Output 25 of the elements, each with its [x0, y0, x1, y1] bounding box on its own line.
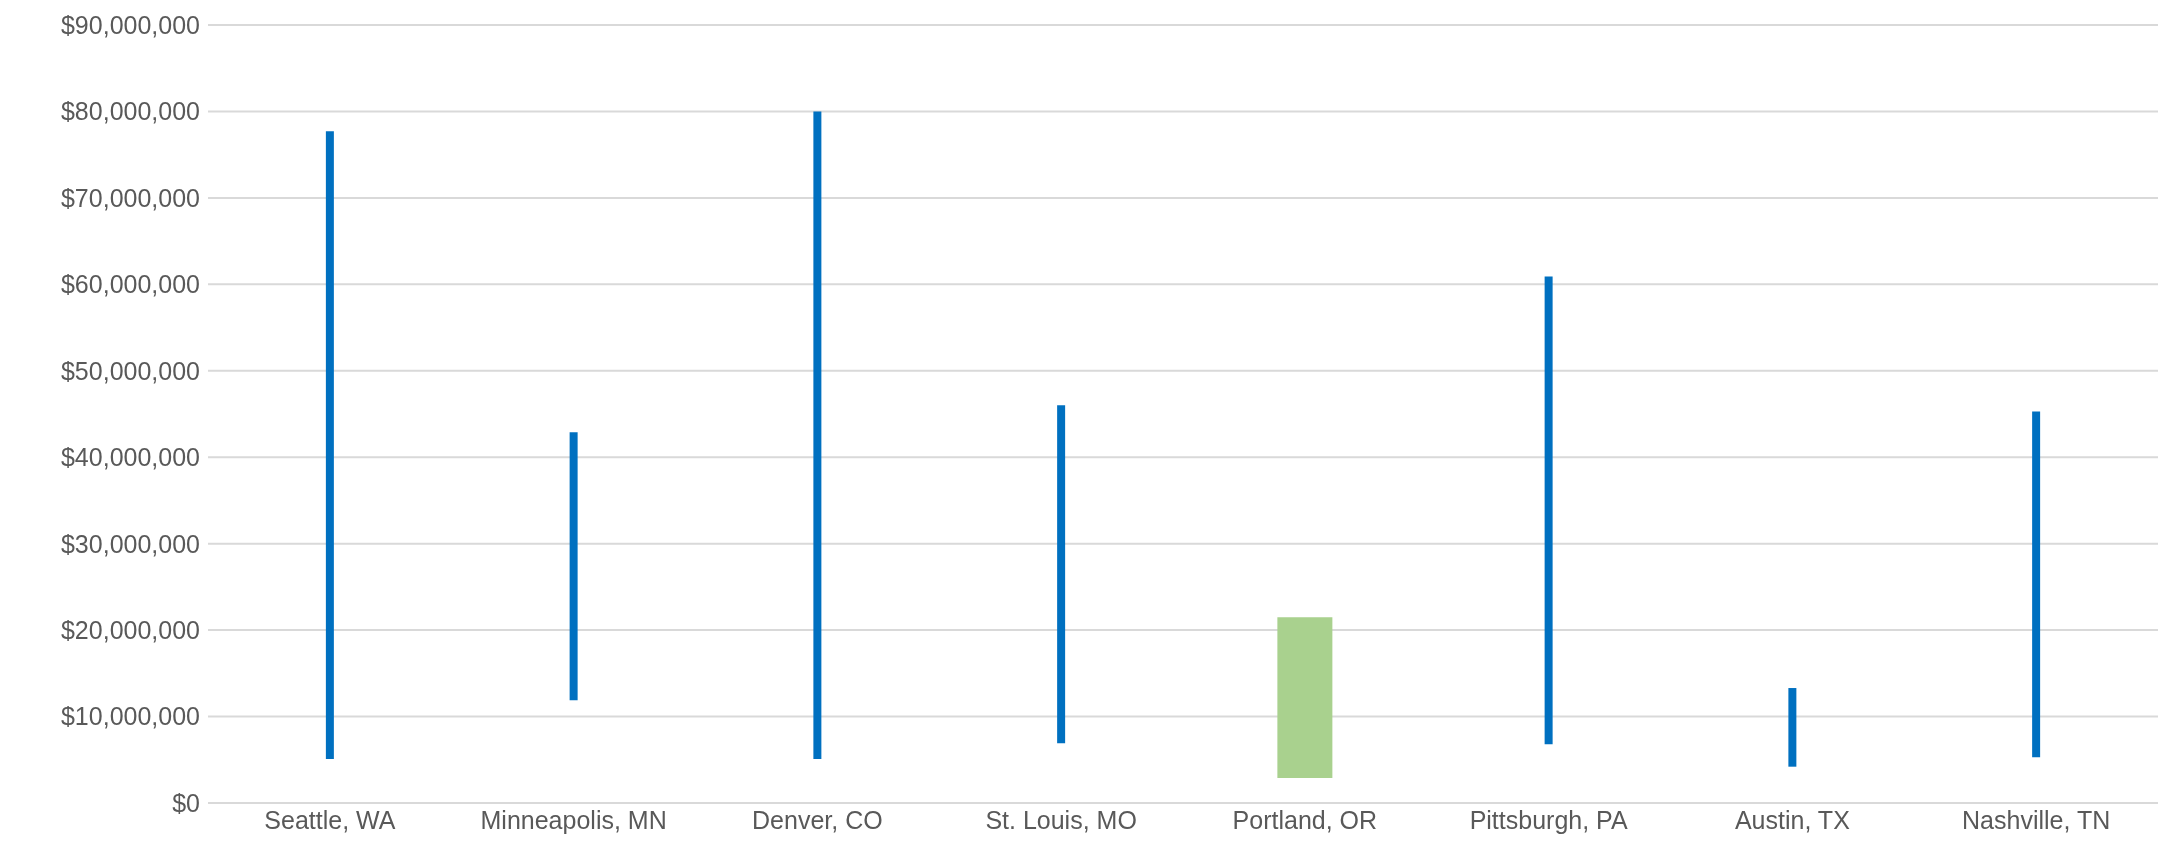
x-tick-label: Pittsburgh, PA	[1469, 805, 1628, 834]
y-tick-label: $10,000,000	[60, 702, 200, 731]
bar	[2032, 411, 2041, 758]
bar	[1788, 688, 1797, 767]
bar	[1544, 276, 1553, 745]
y-tick-label: $70,000,000	[60, 183, 200, 212]
y-tick-label: $20,000,000	[60, 615, 200, 644]
y-tick-label: $40,000,000	[60, 443, 200, 472]
x-tick-label: Denver, CO	[752, 805, 883, 834]
x-tick-label: Nashville, TN	[1962, 805, 2111, 834]
x-tick-label: St. Louis, MO	[985, 805, 1137, 834]
x-tick-label: Austin, TX	[1734, 805, 1851, 834]
bar	[569, 432, 578, 701]
y-tick-label: $30,000,000	[60, 529, 200, 558]
y-tick-label: $60,000,000	[60, 270, 200, 299]
bar	[325, 131, 334, 759]
x-tick-label: Portland, OR	[1232, 805, 1378, 834]
y-tick-label: $0	[172, 788, 200, 817]
bar	[813, 111, 822, 759]
bar	[1057, 405, 1066, 744]
x-tick-label: Seattle, WA	[264, 805, 396, 834]
y-tick-label: $80,000,000	[60, 97, 200, 126]
y-tick-label: $90,000,000	[60, 10, 200, 39]
y-tick-label: $50,000,000	[60, 356, 200, 385]
x-tick-label: Minneapolis, MN	[480, 805, 667, 834]
